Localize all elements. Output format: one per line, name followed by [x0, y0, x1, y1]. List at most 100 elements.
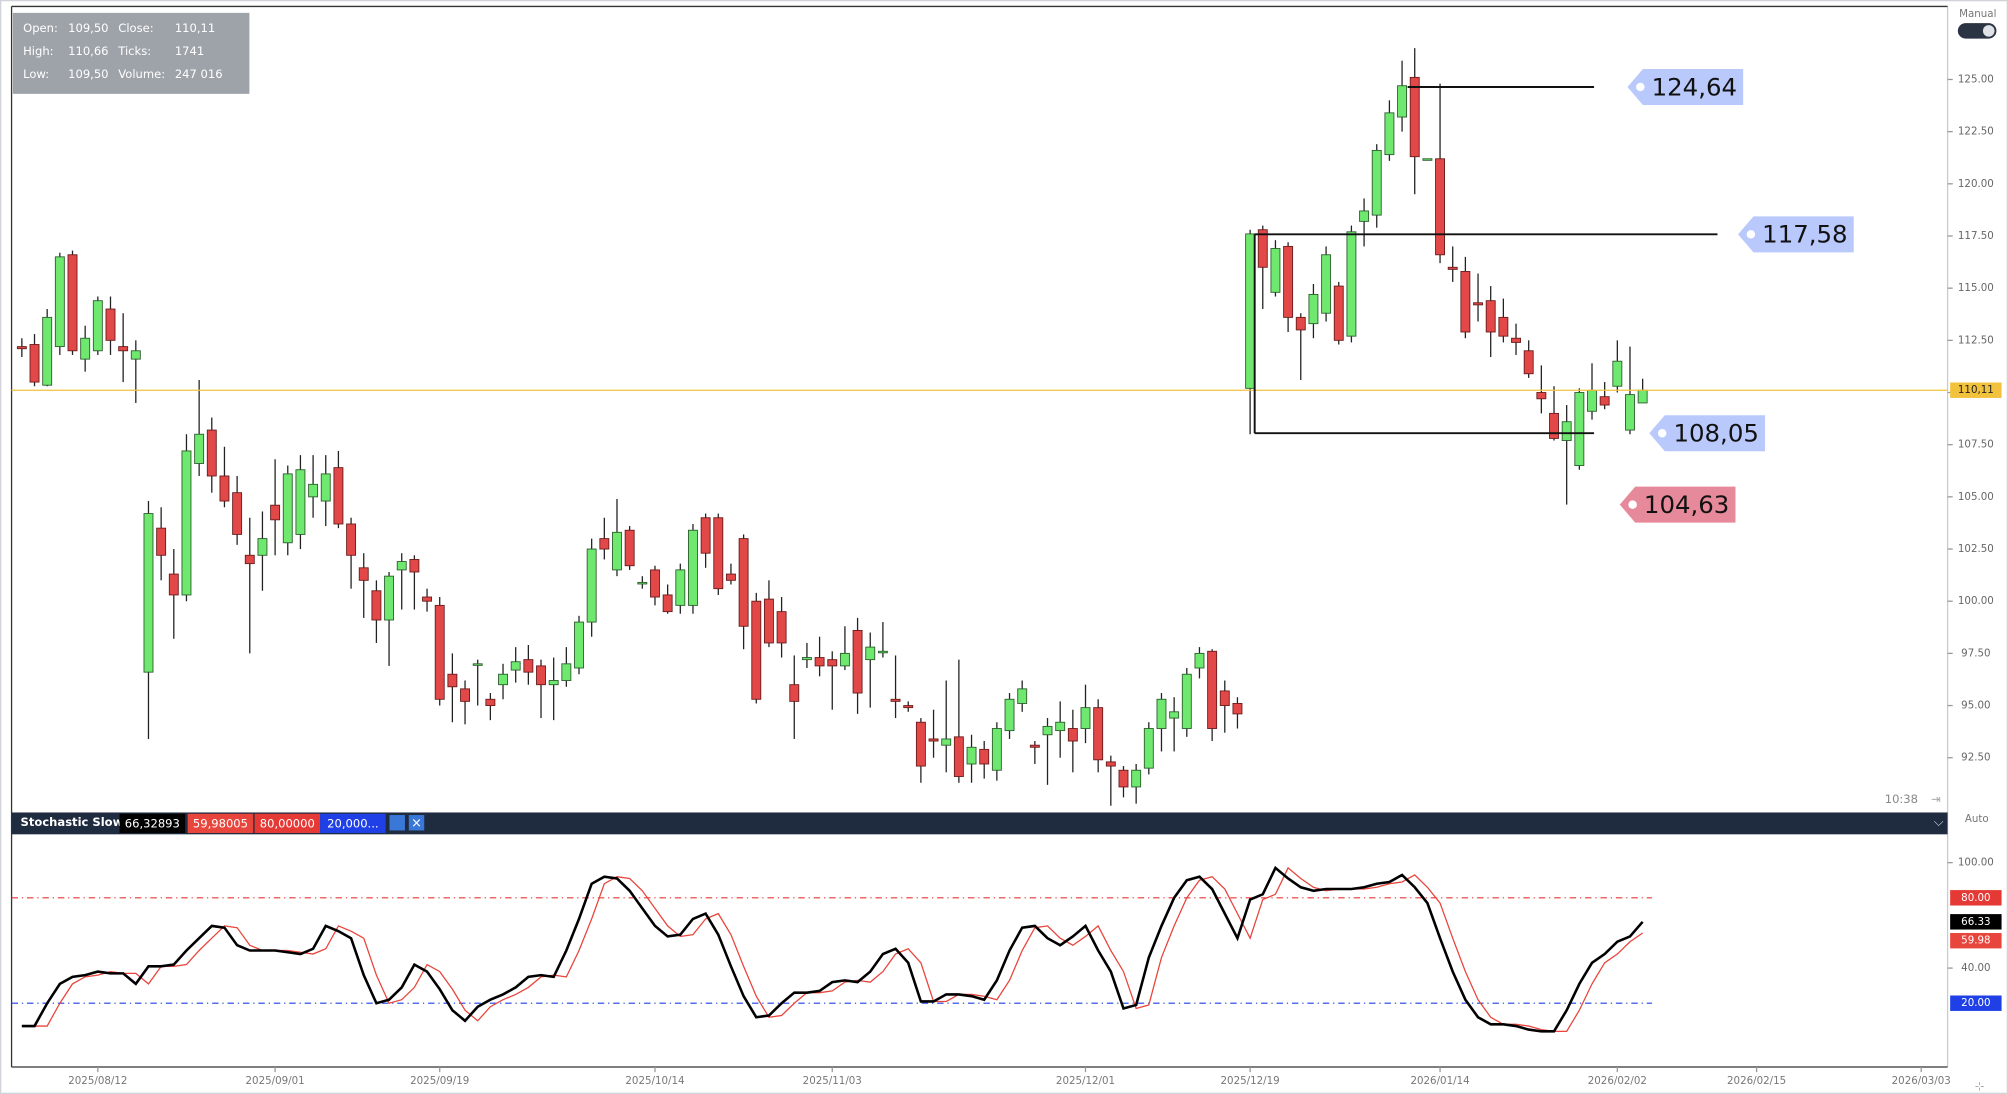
- y-tick-label: 95.00: [1961, 700, 1990, 712]
- level-tag: [1627, 68, 1744, 105]
- y-tick-label: 107.50: [1958, 439, 1994, 451]
- candle-body: [1498, 316, 1509, 337]
- info-value: 1741: [175, 44, 204, 58]
- mode-label: Auto: [1965, 813, 1989, 825]
- candle-body: [1219, 690, 1230, 706]
- x-tick-label: 2025/08/12: [68, 1075, 127, 1087]
- info-label: Ticks:: [117, 44, 151, 58]
- x-tick-label: 2025/09/19: [410, 1075, 469, 1087]
- candle-body: [1194, 652, 1205, 669]
- y-tick-label: 117.50: [1958, 230, 1994, 242]
- indicator-value: 20,000...: [327, 817, 378, 831]
- candle-body: [979, 748, 990, 765]
- candle-body: [1067, 728, 1078, 742]
- collapse-button[interactable]: ⌵: [1934, 815, 1944, 830]
- indicator-value: 66,32893: [125, 817, 180, 831]
- close-icon: ×: [411, 816, 422, 831]
- candle-body: [1485, 300, 1496, 333]
- info-background: [12, 12, 250, 94]
- candle-body: [586, 548, 597, 623]
- candle-body: [472, 663, 483, 666]
- candle-body: [801, 657, 812, 661]
- candle-body: [308, 483, 319, 498]
- candle-body: [219, 475, 230, 502]
- candle-body: [168, 573, 179, 596]
- candle-body: [1574, 392, 1585, 467]
- candle-body: [991, 728, 1002, 771]
- candle-body: [751, 600, 762, 700]
- candle-body: [612, 531, 622, 571]
- level-axis-label: 20.00: [1961, 997, 1990, 1009]
- candle-body: [1245, 233, 1256, 389]
- candle-body: [1460, 271, 1471, 333]
- candle-body: [206, 429, 217, 477]
- indicator-value-box: [254, 813, 321, 834]
- candle-body: [1080, 707, 1091, 729]
- x-tick-label: 2025/10/14: [625, 1075, 684, 1087]
- candle-body: [523, 659, 534, 673]
- y-tick-label: 100.00: [1958, 857, 1994, 869]
- candle-body: [700, 517, 711, 554]
- indicator-line: [21, 865, 1644, 1033]
- candle-body: [738, 538, 749, 627]
- close-button[interactable]: [408, 815, 425, 831]
- candle-body: [396, 561, 407, 571]
- candle-body: [1637, 389, 1648, 404]
- candle-body: [915, 721, 926, 767]
- candle-body: [371, 590, 382, 621]
- value-axis-label: 59.98: [1961, 935, 1990, 947]
- x-tick-label: 2026/03/03: [1892, 1075, 1951, 1087]
- candle-body: [966, 746, 977, 765]
- candle-body: [485, 698, 496, 706]
- y-tick-label: 105.00: [1958, 491, 1994, 503]
- x-tick-label: 2026/01/14: [1410, 1075, 1469, 1087]
- y-tick-label: 40.00: [1961, 962, 1990, 974]
- indicator-value-box: [119, 813, 186, 834]
- move-icon[interactable]: ⊹: [1975, 1079, 1985, 1093]
- candle-body: [763, 598, 774, 644]
- level-label: 108,05: [1673, 418, 1758, 447]
- candle-body: [688, 529, 698, 606]
- candle-body: [1308, 293, 1319, 325]
- candle-body: [839, 652, 850, 667]
- level-tag: [1649, 415, 1766, 452]
- candle-body: [194, 433, 205, 464]
- settings-button[interactable]: [389, 815, 405, 831]
- candle-body: [422, 596, 433, 602]
- time-label: 10:38: [1885, 792, 1918, 806]
- candle-body: [118, 346, 129, 352]
- candle-body: [827, 659, 838, 667]
- candle-body: [1371, 149, 1382, 216]
- candle-body: [80, 337, 91, 360]
- arrow-icon[interactable]: ⇥: [1931, 792, 1941, 806]
- info-label: Close:: [118, 21, 153, 35]
- level-badge: [1950, 890, 2002, 906]
- candle-body: [510, 661, 521, 671]
- x-tick-label: 2026/02/02: [1588, 1075, 1647, 1087]
- candle-body: [1181, 673, 1192, 729]
- candle-body: [1321, 254, 1332, 314]
- candle-body: [1093, 707, 1104, 761]
- candle-body: [1055, 721, 1066, 732]
- info-value: 110,11: [175, 21, 215, 35]
- candle-body: [941, 738, 952, 746]
- candle-body: [650, 569, 660, 598]
- candle-body: [890, 698, 901, 702]
- candle-body: [1599, 396, 1610, 406]
- candle-body: [346, 523, 357, 556]
- candle-body: [726, 573, 736, 581]
- y-tick-label: 112.50: [1958, 334, 1994, 346]
- candle-body: [1511, 337, 1521, 343]
- candle-body: [244, 554, 255, 565]
- candle-body: [1143, 728, 1154, 769]
- x-tick-label: 2025/12/01: [1056, 1075, 1115, 1087]
- candle-body: [776, 611, 787, 644]
- level-tag: [1619, 486, 1736, 523]
- y-tick-label: 125.00: [1958, 73, 1994, 85]
- indicator-title: Stochastic Slow: [21, 815, 124, 829]
- candle-body: [852, 629, 863, 694]
- candle-body: [877, 650, 888, 654]
- x-tick-label: 2025/09/01: [246, 1075, 305, 1087]
